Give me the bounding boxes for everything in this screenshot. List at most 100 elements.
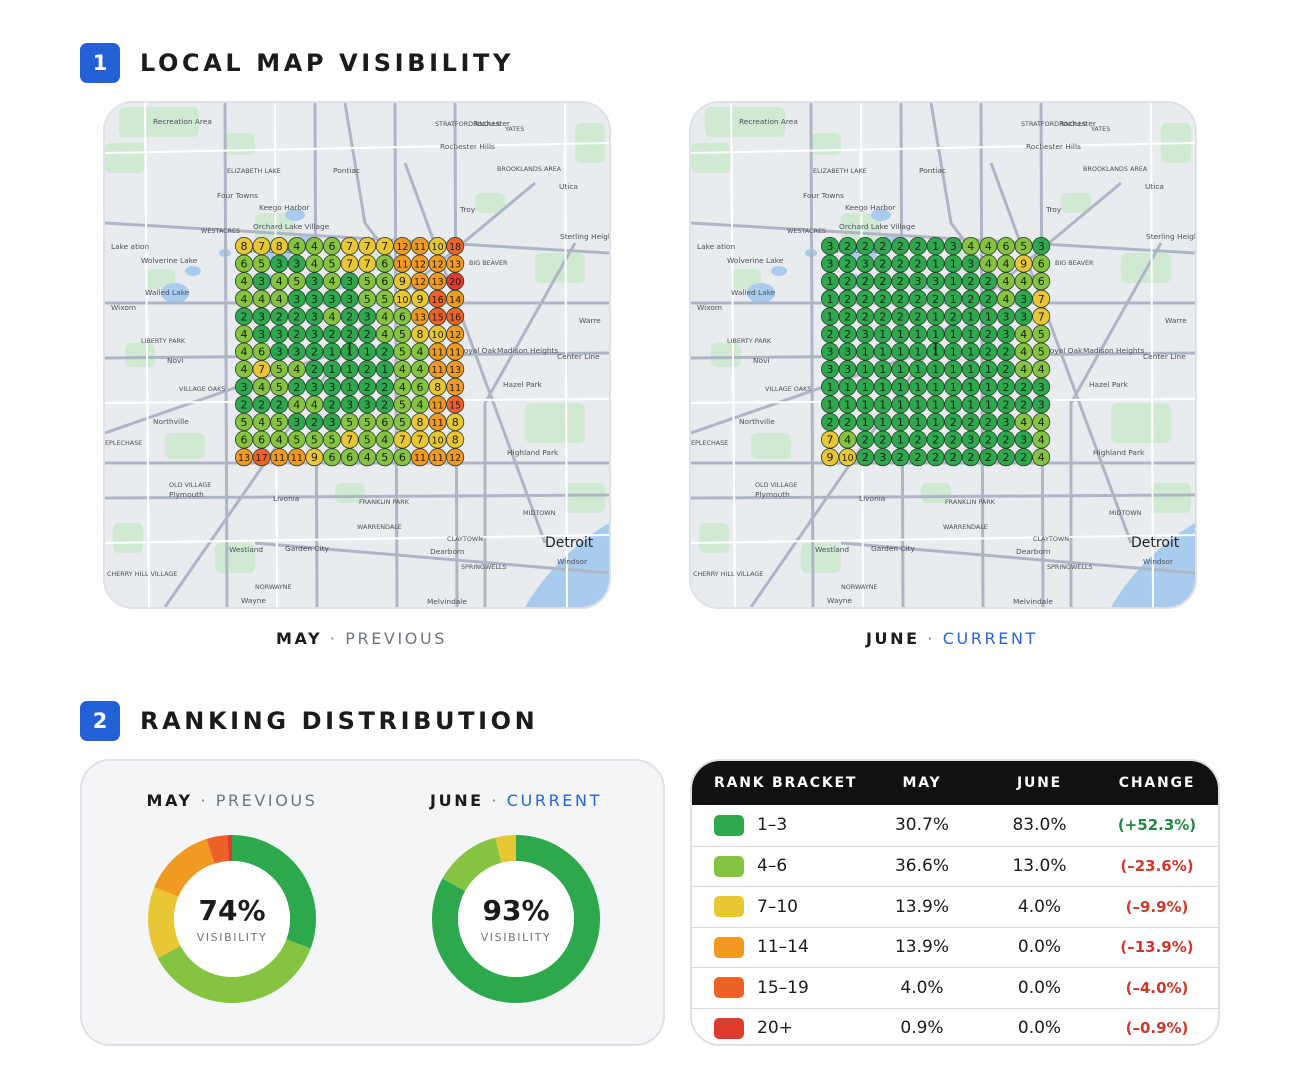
map-place-label: Rochester Hills <box>440 142 495 151</box>
rank-cell-value: 5 <box>293 275 300 288</box>
rank-cell: 3 <box>856 324 875 343</box>
rank-cell: 2 <box>908 254 927 273</box>
rank-cell-circle <box>270 272 289 291</box>
rank-cell-value: 6 <box>258 434 265 447</box>
rank-cell: 1 <box>820 377 839 396</box>
may-value: 0.9% <box>900 1018 944 1039</box>
rank-cell: 4 <box>375 430 394 449</box>
rank-cell-value: 1 <box>915 416 922 429</box>
rank-cell: 1 <box>961 377 980 396</box>
rank-cell-value: 5 <box>1038 328 1045 341</box>
rank-cell-circle <box>891 272 910 291</box>
rank-cell-value: 2 <box>950 416 957 429</box>
rank-cell-circle <box>234 448 253 467</box>
map-place-label: Wixom <box>697 303 722 312</box>
rank-cell-value: 1 <box>879 416 886 429</box>
rank-cell-value: 2 <box>967 451 974 464</box>
rank-cell-value: 5 <box>364 434 371 447</box>
rank-cell-value: 11 <box>449 348 461 359</box>
map-place-label: Madison Heights <box>1083 346 1144 355</box>
rank-cell-value: 2 <box>1020 381 1027 394</box>
rank-cell-value: 9 <box>311 451 318 464</box>
change-value: (–0.9%) <box>1125 1019 1189 1038</box>
rank-cell-value: 3 <box>827 363 834 376</box>
rank-cell-value: 5 <box>293 434 300 447</box>
rank-cell-value: 1 <box>932 240 939 253</box>
map-place-label: Dearborn <box>1016 547 1051 556</box>
donut-slice-3 <box>495 835 516 863</box>
rank-cell: 15 <box>428 307 447 326</box>
rank-cell-circle <box>322 324 341 343</box>
map-place-label: Recreation Area <box>739 117 798 126</box>
rank-cell-value: 7 <box>417 434 424 447</box>
rank-cell: 6 <box>234 254 253 273</box>
rank-cell-value: 3 <box>364 398 371 411</box>
park-area <box>119 107 199 137</box>
rank-cell: 2 <box>873 307 892 326</box>
rank-cell-value: 1 <box>932 258 939 271</box>
rank-cell-value: 20 <box>449 277 461 288</box>
rank-cell: 7 <box>252 236 271 255</box>
rank-cell-value: 4 <box>1020 416 1027 429</box>
rank-cell-value: 2 <box>1003 398 1010 411</box>
rank-cell: 5 <box>340 412 359 431</box>
map-place-label: Livonia <box>859 494 885 503</box>
rank-cell-value: 1 <box>985 398 992 411</box>
rank-cell-value: 3 <box>1003 328 1010 341</box>
rank-cell-value: 2 <box>897 275 904 288</box>
rank-cell-circle <box>961 307 980 326</box>
rank-cell: 2 <box>961 412 980 431</box>
map-place-label: Warre <box>1165 316 1187 325</box>
table-row: 7–10 13.9% 4.0% (–9.9%) <box>692 886 1218 927</box>
rank-cell: 2 <box>1014 448 1033 467</box>
june-value: 83.0% <box>1012 815 1067 836</box>
rank-cell-value: 4 <box>276 275 283 288</box>
rank-cell-value: 4 <box>293 240 300 253</box>
rank-cell-value: 2 <box>879 310 886 323</box>
rank-cell-circle <box>446 324 465 343</box>
map-place-label: Garden City <box>871 544 916 553</box>
map-place-label: NORWAYNE <box>255 583 292 591</box>
rank-cell: 6 <box>393 307 412 326</box>
rank-cell: 6 <box>252 342 271 361</box>
rank-cell-value: 6 <box>258 346 265 359</box>
table-header: RANK BRACKET MAY JUNE CHANGE <box>692 761 1218 805</box>
rank-cell: 2 <box>979 430 998 449</box>
rank-cell-value: 11 <box>273 453 285 464</box>
rank-cell: 2 <box>252 395 271 414</box>
rank-cell-value: 6 <box>241 434 248 447</box>
rank-cell: 3 <box>820 254 839 273</box>
rank-cell: 3 <box>322 377 341 396</box>
map-place-label: Plymouth <box>755 490 790 499</box>
rank-cell: 1 <box>961 360 980 379</box>
rank-cell-value: 12 <box>449 453 461 464</box>
map-card-may[interactable]: Recreation Area STRATFORD KNOLLS Rochester… <box>103 101 611 609</box>
rank-cell: 1 <box>944 254 963 273</box>
rank-cell: 1 <box>944 289 963 308</box>
rank-cell-value: 1 <box>827 275 834 288</box>
rank-cell-circle <box>340 236 359 255</box>
rank-cell-value: 2 <box>897 451 904 464</box>
rank-cell-value: 16 <box>432 295 444 306</box>
park-area <box>801 543 841 573</box>
rank-cell: 2 <box>1014 395 1033 414</box>
road <box>105 493 609 500</box>
map-place-label: Northville <box>153 417 189 426</box>
rank-cell: 12 <box>446 448 465 467</box>
map-place-label: Westland <box>815 545 849 554</box>
rank-cell-value: 2 <box>329 398 336 411</box>
map-place-label: Plymouth <box>169 490 204 499</box>
map-card-june[interactable]: Recreation Area STRATFORD KNOLLS Rochester… <box>689 101 1197 609</box>
lake <box>771 266 787 276</box>
rank-cell: 3 <box>287 342 306 361</box>
rank-cell: 3 <box>322 289 341 308</box>
rank-cell-value: 3 <box>293 258 300 271</box>
rank-cell-value: 6 <box>381 258 388 271</box>
map-place-label: BROOKLANDS AREA <box>497 165 562 173</box>
rank-cell: 2 <box>996 342 1015 361</box>
bracket-swatch <box>714 1017 744 1039</box>
rank-cell-value: 4 <box>311 258 318 271</box>
rank-cell-value: 4 <box>329 310 336 323</box>
rank-cell: 3 <box>252 272 271 291</box>
